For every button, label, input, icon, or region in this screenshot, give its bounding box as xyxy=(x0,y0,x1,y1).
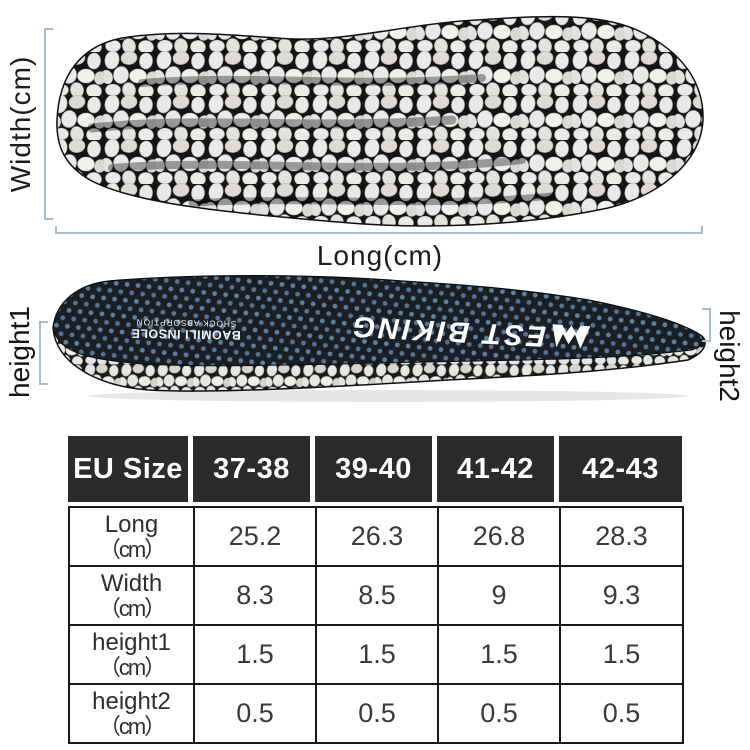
row-label: height2 xyxy=(92,687,171,715)
row-label: Long xyxy=(104,510,159,538)
table-cell: 26.3 xyxy=(315,506,439,567)
height1-measure-bracket xyxy=(39,321,48,385)
brand-print: EST BIKING xyxy=(289,303,651,362)
table-row: Long （cm） 25.2 26.3 26.8 28.3 xyxy=(68,506,684,567)
table-cell: 9 xyxy=(437,565,561,626)
size-table-header-row: EU Size 37-38 39-40 41-42 42-43 xyxy=(68,436,682,502)
size-table: EU Size 37-38 39-40 41-42 42-43 Long （cm… xyxy=(68,436,684,744)
row-unit: （cm） xyxy=(98,536,166,562)
table-cell: 0.5 xyxy=(437,683,561,744)
table-row: height2 （cm） 0.5 0.5 0.5 0.5 xyxy=(68,683,684,744)
table-header-cell: EU Size xyxy=(68,436,193,502)
table-cell: 25.2 xyxy=(193,506,317,567)
table-cell: 0.5 xyxy=(315,683,439,744)
table-row: Width （cm） 8.3 8.5 9 9.3 xyxy=(68,565,684,626)
insole-print-text: BAOMILI INSOLE SHOCK ABSORPTION xyxy=(111,316,261,343)
size-table-body: Long （cm） 25.2 26.3 26.8 28.3 Width （cm）… xyxy=(68,506,684,744)
long-measure-line xyxy=(55,226,703,234)
table-cell: 26.8 xyxy=(437,506,561,567)
table-cell: 9.3 xyxy=(559,565,684,626)
table-header-cell: 37-38 xyxy=(193,436,315,502)
width-axis-label: Width(cm) xyxy=(5,55,36,193)
table-cell: 8.5 xyxy=(315,565,439,626)
table-cell: 1.5 xyxy=(193,624,317,685)
long-axis-label: Long(cm) xyxy=(316,240,444,271)
mountain-w-logo xyxy=(552,324,591,349)
row-unit: （cm） xyxy=(98,713,166,739)
insole-side-view-image xyxy=(52,275,706,402)
height2-measure-bracket xyxy=(702,308,711,342)
width-measure-bracket xyxy=(44,28,53,220)
table-cell: 0.5 xyxy=(193,683,317,744)
height1-label: height1 xyxy=(4,306,35,398)
table-cell: 1.5 xyxy=(315,624,439,685)
insole-print-line1: BAOMILI INSOLE xyxy=(130,326,241,343)
row-label-cell: height2 （cm） xyxy=(68,683,195,744)
table-header-cell: 42-43 xyxy=(559,436,682,502)
row-label: height1 xyxy=(92,628,171,656)
table-header-cell: 39-40 xyxy=(315,436,437,502)
table-cell: 8.3 xyxy=(193,565,317,626)
row-label-cell: Width （cm） xyxy=(68,565,195,626)
table-row: height1 （cm） 1.5 1.5 1.5 1.5 xyxy=(68,624,684,685)
table-cell: 1.5 xyxy=(559,624,684,685)
insole-top-view-image xyxy=(56,15,704,227)
table-cell: 28.3 xyxy=(559,506,684,567)
row-label: Width xyxy=(100,569,163,597)
table-cell: 0.5 xyxy=(559,683,684,744)
table-header-cell: 41-42 xyxy=(437,436,559,502)
row-label-cell: height1 （cm） xyxy=(68,624,195,685)
height2-label: height2 xyxy=(714,310,745,402)
row-unit: （cm） xyxy=(98,654,166,680)
table-cell: 1.5 xyxy=(437,624,561,685)
row-unit: （cm） xyxy=(98,595,166,621)
row-label-cell: Long （cm） xyxy=(68,506,195,567)
brand-text: EST BIKING xyxy=(349,310,547,353)
